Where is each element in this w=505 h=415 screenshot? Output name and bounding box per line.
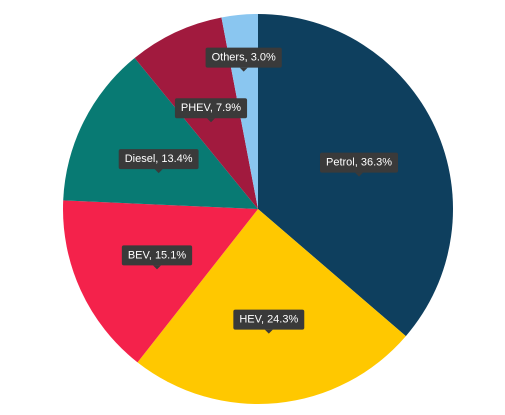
label-pointer — [206, 118, 215, 123]
data-label: BEV, 15.1% — [121, 245, 193, 270]
pie-slice — [137, 209, 406, 404]
label-box — [121, 245, 193, 266]
label-box — [233, 309, 305, 330]
label-text: Others, 3.0% — [212, 51, 276, 63]
label-text: Petrol, 36.3% — [326, 157, 392, 169]
data-label: PHEV, 7.9% — [174, 98, 248, 123]
label-pointer — [152, 265, 161, 270]
data-label: Others, 3.0% — [205, 47, 282, 72]
label-text: PHEV, 7.9% — [181, 102, 241, 114]
label-text: HEV, 24.3% — [239, 314, 298, 326]
label-box — [174, 98, 248, 119]
label-text: BEV, 15.1% — [128, 249, 187, 261]
data-label: Petrol, 36.3% — [319, 152, 399, 177]
label-box — [118, 149, 199, 170]
data-label: HEV, 24.3% — [233, 309, 305, 334]
label-box — [319, 152, 399, 173]
label-box — [205, 47, 282, 68]
label-pointer — [239, 67, 248, 72]
pie-slice — [258, 14, 454, 337]
pie-slice — [63, 57, 258, 209]
label-pointer — [154, 169, 163, 174]
label-text: Diesel, 13.4% — [125, 153, 193, 165]
data-label: Diesel, 13.4% — [118, 149, 199, 174]
label-pointer — [355, 172, 364, 177]
label-pointer — [264, 329, 273, 334]
pie-slice — [63, 200, 259, 363]
